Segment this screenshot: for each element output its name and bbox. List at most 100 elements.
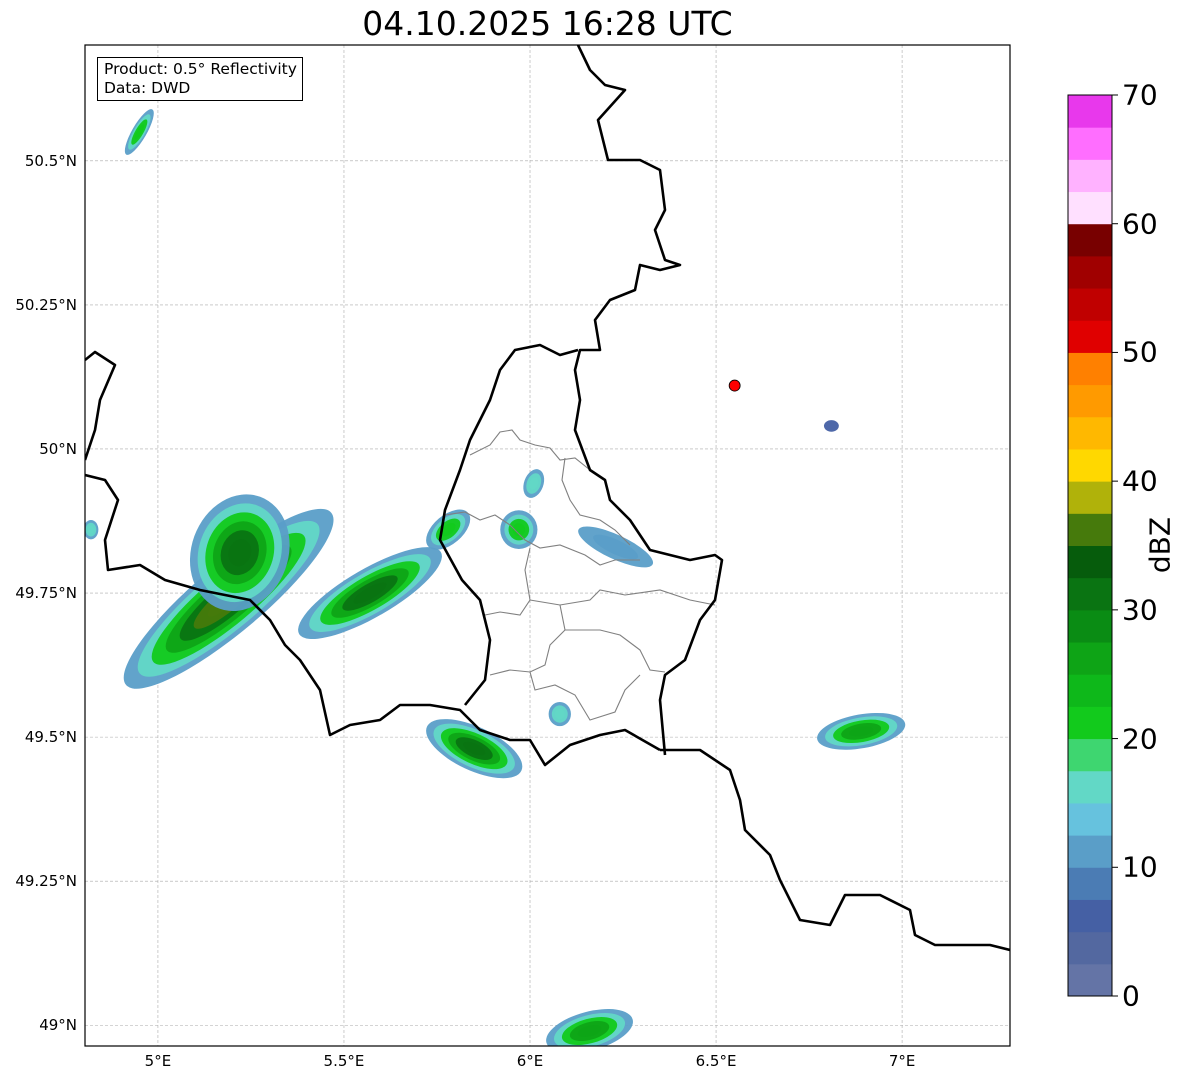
colorbar [1067, 94, 1118, 997]
district-boundary [529, 589, 716, 606]
x-tick-label: 5°E [144, 1052, 172, 1070]
colorbar-bin [1068, 481, 1112, 514]
district-boundary [529, 671, 641, 721]
colorbar-bin [1068, 416, 1112, 450]
product-label: Product: 0.5° Reflectivity [104, 60, 297, 78]
x-tick-label: 6.5°E [695, 1052, 737, 1070]
echo-cell [546, 1009, 633, 1046]
colorbar-bin [1068, 963, 1112, 997]
gridlines [85, 45, 1010, 1046]
colorbar-label: dBZ [1143, 516, 1177, 574]
x-tick-label: 5.5°E [323, 1052, 365, 1070]
data-source-label: Data: DWD [104, 79, 191, 97]
colorbar-bin [1068, 288, 1112, 321]
y-tick-label: 49.75°N [15, 584, 77, 603]
echo-cell [426, 719, 523, 779]
location-marker [728, 379, 741, 392]
colorbar-tick-label: 0 [1122, 979, 1140, 1013]
colorbar-bin [1068, 609, 1112, 643]
echo-cell [578, 526, 654, 568]
colorbar-bin [1068, 738, 1112, 772]
y-tick-label: 49°N [39, 1016, 77, 1035]
district-boundary [444, 511, 640, 566]
y-tick-label: 49.25°N [15, 872, 77, 891]
y-tick-label: 50.5°N [24, 151, 77, 170]
colorbar-tick-label: 40 [1122, 464, 1158, 498]
radar-echoes [85, 109, 906, 1046]
echo-cell [298, 547, 442, 640]
colorbar-bin [1068, 835, 1112, 868]
colorbar-bin [1068, 545, 1112, 579]
border-belgium-france [85, 473, 661, 767]
colorbar-bin [1068, 577, 1112, 611]
internal-boundaries [444, 429, 716, 721]
colorbar-bin [1068, 448, 1112, 482]
echo-level [228, 539, 252, 567]
echo-level [353, 582, 387, 604]
colorbar-bin [1068, 513, 1112, 546]
district-boundary [484, 547, 531, 616]
info-box: Product: 0.5° Reflectivity Data: DWD [97, 57, 303, 101]
colorbar-frame [1067, 94, 1113, 997]
echo-level [554, 708, 565, 720]
y-tick-label: 49.5°N [24, 728, 77, 747]
echo-level [849, 726, 874, 737]
echo-level [440, 522, 456, 537]
colorbar-bin [1068, 674, 1112, 707]
colorbar-tick-label: 10 [1122, 850, 1158, 884]
echo-level [577, 1025, 602, 1038]
colorbar-bin [1068, 384, 1112, 418]
echo-cell [85, 519, 99, 540]
colorbar-tick-label: 20 [1122, 722, 1158, 756]
echo-level [529, 477, 539, 490]
colorbar-bin [1068, 159, 1112, 193]
x-tick-label: 6°E [516, 1052, 544, 1070]
x-tick-label: 7°E [888, 1052, 916, 1070]
colorbar-bin [1068, 320, 1112, 353]
echo-level [512, 523, 526, 537]
echo-level [134, 124, 145, 140]
border-belgium-luxembourg [438, 343, 579, 706]
colorbar-tick-label: 70 [1122, 78, 1158, 112]
colorbar-tick-label: 60 [1122, 207, 1158, 241]
border-germany-west [573, 45, 724, 756]
colorbar-bin [1068, 867, 1112, 900]
district-boundary [469, 429, 591, 471]
echo-level [463, 741, 486, 756]
echo-cell [817, 712, 906, 750]
district-boundary [561, 457, 631, 546]
colorbar-bin [1068, 95, 1112, 128]
colorbar-bin [1068, 931, 1112, 965]
echo-cell [548, 701, 571, 727]
district-boundary [559, 604, 666, 673]
y-tick-label: 50.25°N [15, 295, 77, 314]
echo-level [87, 525, 95, 534]
echo-cell [189, 494, 290, 612]
echo-cell [124, 109, 154, 155]
y-tick-label: 50°N [39, 439, 77, 458]
border-germany-france [660, 748, 1010, 952]
colorbar-bin [1068, 191, 1112, 225]
echo-cell [500, 510, 538, 550]
echo-cell [823, 420, 839, 432]
country-borders [85, 45, 1010, 952]
map-title: 04.10.2025 16:28 UTC [362, 4, 733, 43]
colorbar-bin [1068, 352, 1112, 386]
colorbar-bin [1068, 899, 1112, 933]
colorbar-bin [1068, 706, 1112, 740]
border-belgium-france-north [85, 350, 117, 461]
echo-level [593, 534, 639, 560]
echo-cell [523, 469, 545, 498]
colorbar-bin [1068, 802, 1112, 836]
colorbar-bin [1068, 223, 1112, 257]
map-frame [84, 44, 1011, 1047]
colorbar-tick-label: 50 [1122, 335, 1158, 369]
colorbar-bin [1068, 127, 1112, 160]
colorbar-bin [1068, 770, 1112, 804]
echo-level [823, 420, 839, 432]
colorbar-tick-label: 30 [1122, 593, 1158, 627]
colorbar-bin [1068, 255, 1112, 289]
district-boundary [489, 629, 566, 676]
colorbar-bin [1068, 642, 1112, 675]
